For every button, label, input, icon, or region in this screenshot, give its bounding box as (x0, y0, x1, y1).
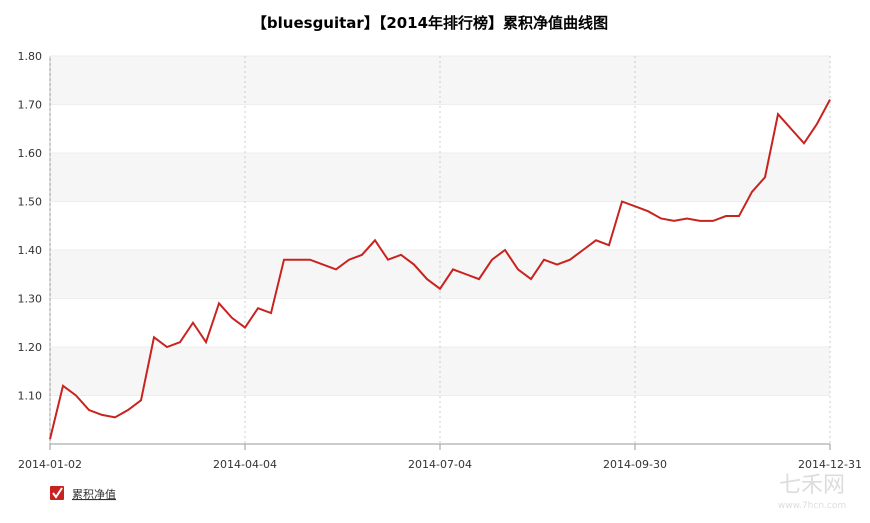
watermark-url: www.7hcn.com (778, 501, 846, 511)
x-tick-label: 2014-07-04 (408, 458, 472, 471)
y-tick-label: 1.60 (18, 147, 43, 160)
x-tick-label: 2014-04-04 (213, 458, 277, 471)
x-tick-label: 2014-09-30 (603, 458, 667, 471)
y-tick-label: 1.50 (18, 196, 43, 209)
x-tick-label: 2014-01-02 (18, 458, 82, 471)
chart-title: 【bluesguitar】【2014年排行榜】累积净值曲线图 (252, 14, 608, 32)
x-tick-label: 2014-12-31 (798, 458, 862, 471)
watermark: 七禾网 (779, 473, 845, 498)
y-tick-label: 1.10 (18, 390, 43, 403)
y-tick-label: 1.70 (18, 99, 43, 112)
legend-check (52, 487, 63, 499)
y-tick-label: 1.30 (18, 293, 43, 306)
y-tick-label: 1.20 (18, 341, 43, 354)
grid-band (50, 250, 830, 299)
y-tick-label: 1.80 (18, 50, 43, 63)
series-line (49, 99, 831, 440)
legend-label[interactable]: 累积净值 (72, 487, 116, 501)
y-tick-label: 1.40 (18, 244, 43, 257)
